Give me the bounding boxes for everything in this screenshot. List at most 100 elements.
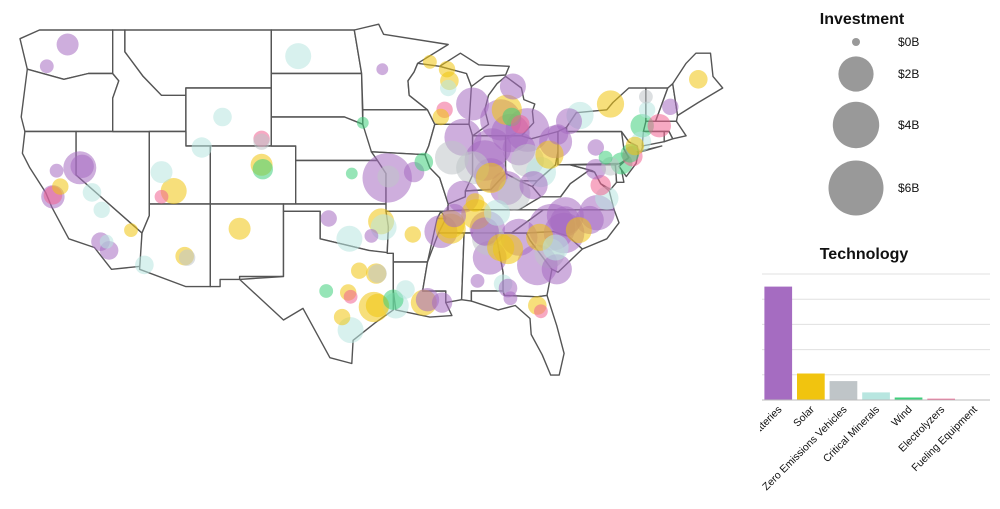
bubble-critical-minerals [93,201,110,218]
bubble-batteries [547,124,569,145]
bar-batteries [764,286,793,400]
bubble-electrolyzers [510,115,530,134]
bubble-batteries [519,171,548,200]
state-az [138,203,211,288]
bubble-wind [414,152,434,172]
bubble-electrolyzers [154,189,169,204]
investment-legend-circle [838,56,874,92]
bar-solar [797,373,825,400]
bubble-critical-minerals [336,225,363,252]
bubble-critical-minerals [135,255,154,275]
state-co [209,145,297,205]
bubble-batteries [376,63,389,76]
bubble-critical-minerals [82,183,102,202]
bubble-zero-emissions-vehicles [368,264,387,283]
category-label: Solar [791,403,817,429]
bubble-critical-minerals [484,199,510,226]
bubble-batteries [442,203,466,228]
technology-chart-title: Technology [820,246,909,263]
bubble-solar [689,70,708,89]
state-fl [470,290,565,376]
bar-wind [894,397,923,400]
bubble-batteries [503,291,518,306]
investment-legend-circle [852,38,860,46]
state-nm [209,203,285,288]
bubble-solar [625,136,645,156]
bubble-wind [630,114,654,138]
investment-legend-label: $2B [898,67,919,81]
bubble-solar [535,140,564,169]
bubble-batteries [470,274,485,288]
bubble-electrolyzers [590,175,611,196]
bubble-wind [598,150,613,165]
category-label: Batteries [760,404,784,442]
bubble-critical-minerals [285,43,312,70]
bubble-solar [487,233,515,262]
bubble-electrolyzers [343,289,358,304]
bar-electrolyzers [927,398,955,400]
bubble-solar [52,178,69,195]
technology-bar-chart: $0$20$40$60$80$100$ BillionBatteriesSola… [760,273,990,493]
bubble-wind [345,167,358,180]
bubble-batteries [70,154,94,178]
bubble-wind [252,159,273,180]
bubble-solar [438,60,456,78]
bubble-batteries [587,139,604,156]
bubble-critical-minerals [99,234,114,249]
bubble-solar [404,226,421,243]
bubble-solar [333,308,351,326]
bubble-solar [351,262,368,279]
investment-legend-circle [832,101,880,149]
bubble-batteries [431,292,453,313]
bubble-wind [356,116,369,129]
bubble-solar [432,108,450,126]
category-label: Wind [889,404,915,430]
bubble-electrolyzers [647,114,671,138]
bubble-zero-emissions-vehicles [178,249,196,266]
investment-legend-label: $0B [898,35,919,49]
bubble-critical-minerals [638,101,656,119]
investment-legend-label: $6B [898,181,919,195]
investment-bubbles [39,33,708,344]
bubble-zero-emissions-vehicles [253,133,270,150]
bubble-critical-minerals [191,137,212,158]
investment-legend-title: Investment [820,11,905,28]
bubble-batteries [364,229,379,243]
bubble-batteries [541,254,572,285]
bar-zero-emissions-vehicles [829,381,858,400]
bubble-batteries [585,159,606,180]
bubble-solar [423,55,437,69]
bubble-zero-emissions-vehicles [639,89,653,104]
bubble-solar [465,193,485,212]
bubble-solar [565,217,592,244]
bubble-electrolyzers [534,304,548,319]
bubble-solar [228,217,251,240]
bubble-solar [475,162,506,193]
bubble-critical-minerals [440,79,457,97]
us-map [19,23,724,376]
bubble-wind [319,284,334,298]
bubble-batteries [56,33,79,56]
state-ia [362,109,436,156]
legend-panel: Investment $0B $2B $4B $6B Technology $0$20… [760,11,990,493]
bubble-batteries [49,163,64,178]
bubble-batteries [662,98,679,116]
state-nd [270,29,363,75]
bubble-critical-minerals [213,107,232,127]
state-mi-u [439,52,510,88]
bar-critical-minerals [862,392,890,400]
bubble-solar [124,223,138,238]
investment-legend: $0B $2B $4B $6B [828,35,919,216]
bubble-batteries [320,210,337,227]
bubble-batteries [499,73,526,100]
bubble-critical-minerals [396,280,415,299]
bubble-batteries [456,87,490,121]
category-label: Critical Minerals [821,404,882,465]
bubble-critical-minerals [150,161,173,184]
bubble-zero-emissions-vehicles [377,165,400,188]
bubble-batteries [39,59,54,74]
investment-legend-label: $4B [898,118,919,132]
bubble-critical-minerals [542,234,569,261]
investment-legend-circle [828,160,884,216]
bubble-solar [596,90,625,118]
